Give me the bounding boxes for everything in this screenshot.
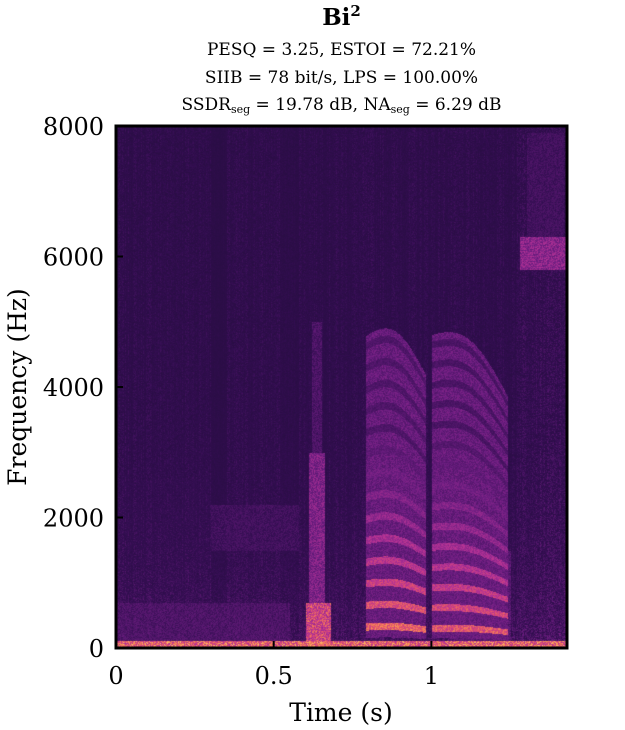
x-tick-label: 0.5 <box>255 662 293 690</box>
x-axis-label: Time (s) <box>289 698 392 727</box>
y-tick-label: 0 <box>89 635 104 663</box>
y-tick-label: 8000 <box>43 113 104 141</box>
y-axis-label: Frequency (Hz) <box>3 288 32 486</box>
y-tick-label: 4000 <box>43 374 104 402</box>
x-axis-ticks: 0 0.5 1 <box>108 641 439 690</box>
x-tick-label: 0 <box>108 662 123 690</box>
metric-line-pesq-estoi: PESQ = 3.25, ESTOI = 72.21% <box>206 40 477 60</box>
y-axis-ticks: 0 2000 4000 6000 8000 <box>43 113 123 663</box>
metric-line-siib-lps: SIIB = 78 bit/s, LPS = 100.00% <box>204 68 479 88</box>
y-tick-label: 6000 <box>43 244 104 272</box>
spectrogram-image <box>116 126 567 648</box>
metric-line-ssdr-na: SSDRseg = 19.78 dB, NAseg = 6.29 dB <box>181 95 502 116</box>
x-tick-label: 1 <box>424 662 439 690</box>
y-tick-label: 2000 <box>43 505 104 533</box>
chart-title: Bi2 <box>322 2 361 31</box>
